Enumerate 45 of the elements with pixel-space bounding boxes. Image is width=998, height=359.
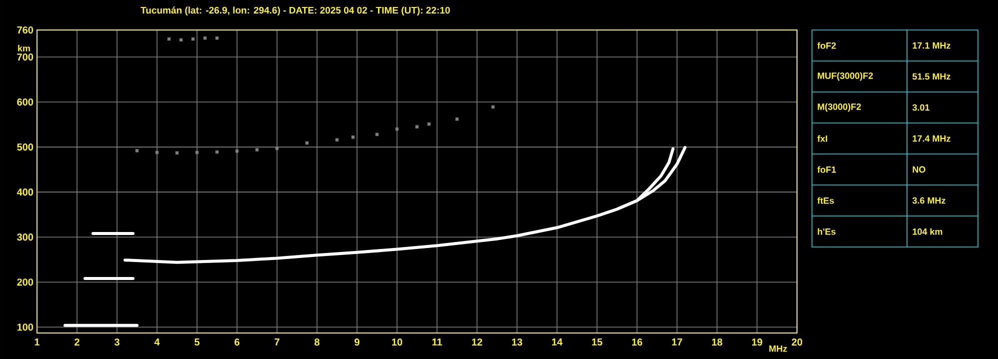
x-tick-label: 11 [432, 338, 442, 346]
x-tick-label: 12 [472, 338, 482, 346]
y-tick-label: 500 [17, 144, 34, 151]
text: 104 km [912, 228, 942, 235]
x-tick-label: 3 [114, 338, 120, 346]
x-tick-label: 16 [632, 338, 642, 346]
y-tick-label: 100 [17, 324, 34, 331]
x-tick-label: 5 [194, 338, 200, 346]
x-tick-label: 7 [274, 338, 280, 346]
y-tick-label: 600 [17, 98, 34, 106]
text: 51.5 MHz [912, 73, 950, 80]
x-tick-label: 2 [74, 338, 80, 346]
y-axis-title: km [18, 44, 30, 52]
x-tick-label: 20 [792, 338, 802, 346]
x-tick-label: 8 [314, 338, 320, 346]
y-tick-label: 760 [17, 26, 34, 34]
x-tick-label: 6 [234, 338, 240, 346]
x-tick-label: 1 [34, 338, 40, 346]
x-tick-label: 19 [752, 338, 762, 346]
y-tick-label: 700 [17, 53, 34, 61]
text: fxI [817, 135, 828, 142]
text: 3.01 [912, 104, 930, 111]
x-tick-label: 10 [392, 338, 402, 346]
text: M(3000)F2 [818, 103, 861, 112]
text: foF1 [817, 166, 836, 173]
text: 17.1 MHz [912, 42, 950, 49]
x-axis-title: MHz [769, 346, 787, 352]
text: foF2 [817, 42, 836, 49]
y-tick-label: 300 [17, 234, 34, 241]
text: MUF(3000)F2 [818, 72, 873, 81]
text: 17.4 MHz [912, 135, 950, 142]
text: h'Es [818, 228, 836, 235]
text: NO [912, 166, 926, 173]
x-tick-label: 14 [552, 338, 563, 346]
x-tick-label: 9 [354, 338, 360, 346]
x-tick-label: 18 [712, 338, 722, 346]
x-tick-label: 17 [672, 338, 682, 346]
text: ftEs [817, 197, 834, 204]
y-tick-label: 200 [17, 278, 34, 286]
x-tick-label: 13 [512, 338, 522, 346]
x-tick-label: 15 [592, 338, 602, 346]
x-tick-label: 4 [154, 338, 160, 346]
text: 3.6 MHz [912, 197, 946, 204]
chart-title: Tucumán (lat: -26.9, lon: 294.6) - DATE: 2025 04 02 - TIME (UT): 22:10 [140, 6, 450, 16]
y-tick-label: 400 [16, 188, 34, 196]
